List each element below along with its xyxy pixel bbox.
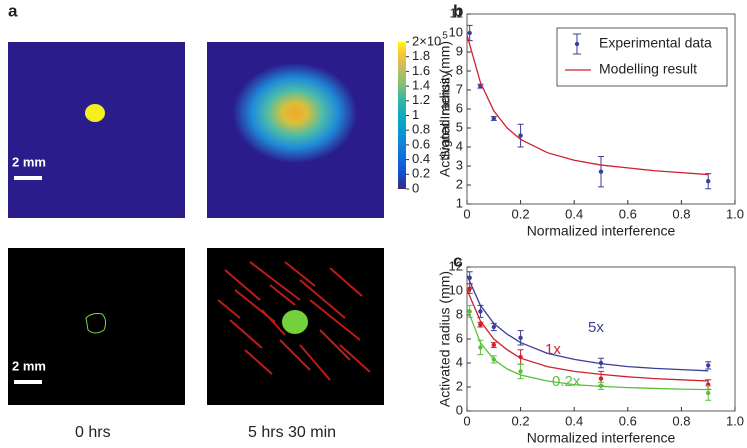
panel-label: c — [453, 251, 462, 270]
point — [706, 390, 711, 396]
y-tick-label: 0 — [456, 402, 463, 417]
y-axis-label: Activated radius (mm) — [437, 271, 453, 407]
point — [518, 335, 523, 340]
tick-label: 1.6 — [412, 63, 430, 78]
legend-icon — [574, 41, 580, 47]
y-tick-label: 10 — [449, 282, 463, 297]
point — [467, 286, 472, 291]
x-tick-label: 0 — [463, 206, 470, 221]
x-tick-label: 0.4 — [565, 206, 583, 221]
y-tick-label: 6 — [456, 330, 463, 345]
outline — [85, 313, 107, 334]
streaks — [217, 261, 371, 381]
x-tick-label: 0.8 — [672, 413, 690, 428]
blob — [282, 310, 308, 334]
y-tick-label: 4 — [456, 354, 463, 369]
y-tick-label: 8 — [456, 306, 463, 321]
colorbar-label: Signal Intensity — [437, 70, 452, 159]
image-initial — [8, 42, 185, 218]
y-tick-label: 1 — [456, 195, 463, 210]
y-tick-label: 11 — [450, 5, 464, 20]
annotation: 1x — [545, 341, 561, 358]
x-tick-label: 0.8 — [672, 206, 690, 221]
time-label: 0 hrs — [75, 424, 111, 441]
x-tick-label: 0.6 — [619, 206, 637, 221]
x-tick-label: 0.6 — [619, 413, 637, 428]
exponent-base: ×10 — [419, 33, 441, 48]
legend-label: Modelling result — [599, 61, 697, 77]
x-tick-label: 1.0 — [726, 206, 744, 221]
panel-label: a — [8, 1, 18, 20]
x-tick-label: 1.0 — [726, 413, 744, 428]
tick-label: 0.4 — [412, 151, 430, 166]
point — [491, 324, 496, 330]
point — [598, 376, 604, 381]
image-fluor-initial — [8, 248, 185, 405]
curve — [466, 289, 709, 382]
y-tick-label: 9 — [456, 43, 463, 58]
spread — [233, 63, 357, 163]
y-tick-label: 6 — [456, 100, 463, 115]
y-axis-label: Activated radius (mm) — [437, 41, 453, 177]
tick-label: 0.2 — [412, 166, 430, 181]
scale-bar — [14, 380, 42, 384]
annotation: 5x — [588, 319, 604, 336]
point — [478, 309, 483, 314]
tick-label: 1.4 — [412, 78, 430, 93]
tick-label: 0 — [412, 180, 419, 195]
point — [491, 342, 496, 348]
y-tick-label: 12 — [449, 258, 463, 273]
point — [518, 369, 523, 374]
curve — [466, 275, 709, 372]
x-tick-label: 0.2 — [512, 413, 530, 428]
y-tick-label: 5 — [456, 119, 463, 134]
curve — [466, 34, 709, 176]
y-tick-label: 3 — [456, 157, 463, 172]
x-tick-label: 0.2 — [512, 206, 530, 221]
y-tick-label: 7 — [456, 81, 463, 96]
point — [467, 30, 472, 36]
point — [706, 179, 711, 184]
x-axis-label: Normalized interference — [527, 223, 676, 239]
point — [518, 133, 523, 138]
y-tick-label: 8 — [456, 62, 463, 77]
y-tick-label: 2 — [456, 378, 463, 393]
tick-label: 2 — [412, 33, 419, 48]
point — [478, 345, 483, 350]
x-tick-label: 0.4 — [565, 413, 583, 428]
panel-label: b — [453, 1, 463, 20]
x-tick-label: 0 — [463, 413, 470, 428]
tick-label: 1 — [412, 107, 419, 122]
y-tick-label: 10 — [449, 24, 463, 39]
tick-label: 0.8 — [412, 122, 430, 137]
spot — [85, 104, 105, 122]
time-label: 5 hrs 30 min — [248, 424, 336, 441]
scale-bar — [14, 176, 42, 180]
annotation: 0.2x — [552, 373, 581, 390]
point — [491, 116, 496, 121]
point — [706, 363, 711, 368]
tick-label: 0.6 — [412, 136, 430, 151]
scale-label: 2 mm — [12, 358, 46, 373]
scale-label: 2 mm — [12, 154, 46, 169]
tick-label: 1.2 — [412, 92, 430, 107]
curve — [466, 307, 709, 391]
legend-box — [556, 27, 728, 87]
point — [598, 169, 604, 174]
y-tick-label: 2 — [456, 176, 463, 191]
y-tick-label: 4 — [456, 138, 463, 153]
legend-label: Experimental data — [599, 35, 712, 51]
tick-label: 1.8 — [412, 48, 430, 63]
exponent: 5 — [442, 31, 448, 42]
x-axis-label: Normalized interference — [527, 430, 676, 446]
colorbar — [398, 42, 406, 189]
